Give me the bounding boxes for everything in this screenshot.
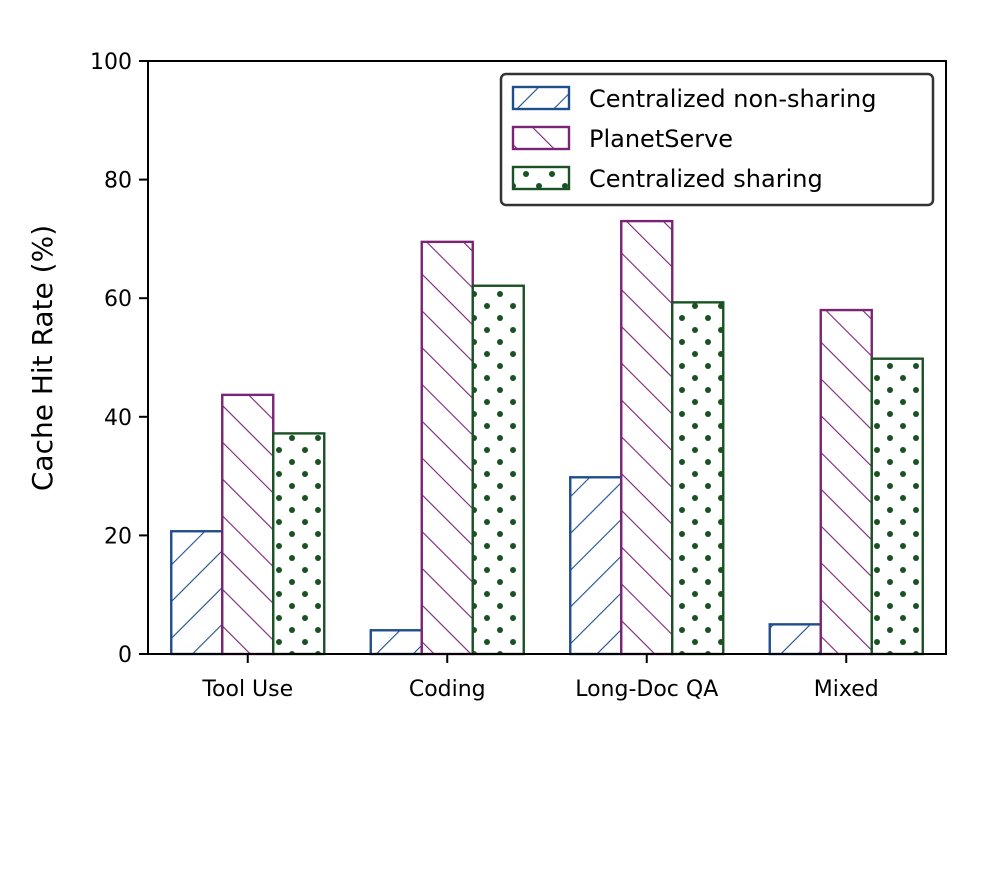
legend-swatch — [511, 165, 571, 191]
x-tick-label: Coding — [409, 677, 486, 702]
y-tick-label: 40 — [104, 406, 132, 431]
bar — [369, 629, 423, 656]
bar — [569, 476, 623, 656]
bar — [768, 623, 822, 656]
bar — [870, 357, 924, 656]
bar — [420, 240, 474, 656]
y-tick-label: 60 — [104, 287, 132, 312]
x-tick-label: Tool Use — [201, 677, 293, 702]
legend-label: Centralized non-sharing — [589, 85, 876, 113]
bar — [620, 219, 674, 656]
legend-label: PlanetServe — [589, 125, 733, 153]
bar — [272, 432, 326, 656]
legend: Centralized non-sharing PlanetServe Centra… — [499, 72, 935, 207]
y-tick-label: 20 — [104, 524, 132, 549]
y-tick-label: 80 — [104, 169, 132, 194]
x-tick-label: Long-Doc QA — [575, 677, 718, 702]
plot-frame — [147, 60, 947, 655]
x-axis-ticks: Tool Use Coding Long-Doc QA Mixed — [201, 654, 879, 702]
y-axis-label: Cache Hit Rate (%) — [26, 225, 59, 491]
legend-swatch — [511, 125, 571, 151]
bar — [221, 393, 275, 656]
legend-frame — [499, 72, 935, 207]
legend-swatch — [511, 85, 571, 111]
y-tick-label: 0 — [118, 643, 132, 668]
y-axis-ticks: 0 20 40 60 80 100 — [90, 50, 148, 668]
bar — [471, 284, 525, 656]
bar — [170, 530, 224, 656]
bars — [170, 219, 924, 656]
bar — [671, 301, 725, 656]
legend-label: Centralized sharing — [589, 165, 823, 193]
x-tick-label: Mixed — [814, 677, 879, 702]
y-tick-label: 100 — [90, 50, 132, 75]
bar — [819, 308, 873, 656]
